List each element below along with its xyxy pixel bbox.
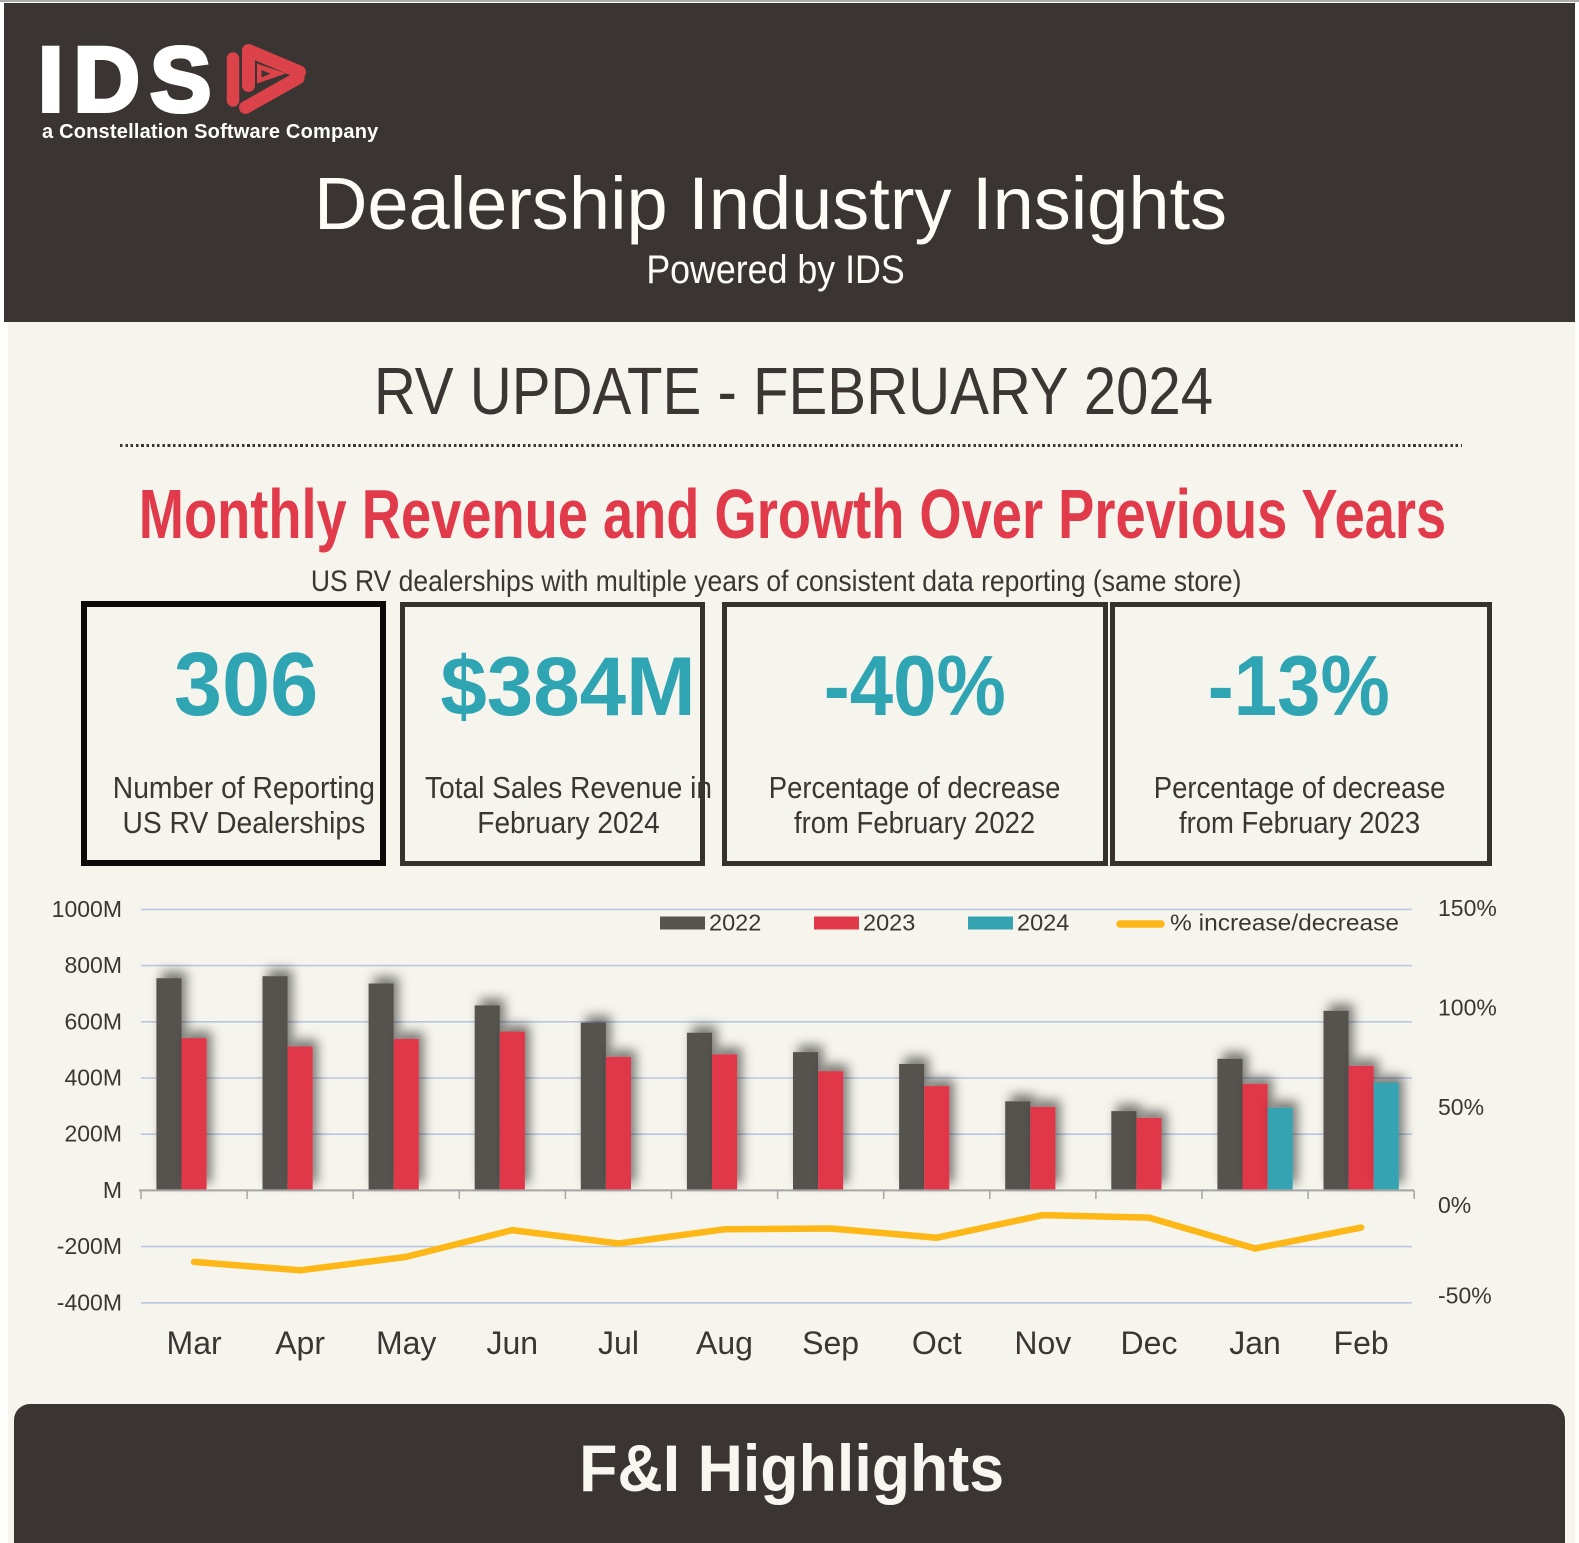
svg-text:600M: 600M <box>64 1008 122 1034</box>
svg-text:0%: 0% <box>1438 1192 1471 1218</box>
svg-text:% increase/decrease: % increase/decrease <box>1170 910 1399 936</box>
svg-text:Sep: Sep <box>802 1325 859 1361</box>
svg-text:-400M: -400M <box>57 1289 122 1315</box>
svg-text:Jan: Jan <box>1229 1325 1281 1361</box>
svg-text:2022: 2022 <box>709 910 761 936</box>
svg-text:Mar: Mar <box>167 1325 222 1361</box>
svg-text:Nov: Nov <box>1014 1325 1071 1361</box>
svg-text:400M: 400M <box>64 1065 122 1091</box>
svg-text:2024: 2024 <box>1017 910 1069 936</box>
svg-text:M: M <box>103 1177 122 1203</box>
svg-text:Apr: Apr <box>275 1325 325 1361</box>
svg-text:800M: 800M <box>64 952 122 978</box>
svg-text:150%: 150% <box>1438 895 1497 921</box>
svg-text:Dec: Dec <box>1121 1325 1178 1361</box>
svg-text:100%: 100% <box>1438 994 1497 1020</box>
svg-text:Aug: Aug <box>696 1325 753 1361</box>
svg-text:May: May <box>376 1325 436 1361</box>
svg-text:Jun: Jun <box>487 1325 539 1361</box>
svg-text:50%: 50% <box>1438 1094 1484 1120</box>
svg-text:Jul: Jul <box>598 1325 639 1361</box>
svg-text:1000M: 1000M <box>52 896 122 922</box>
svg-text:2023: 2023 <box>863 910 915 936</box>
svg-text:-50%: -50% <box>1438 1282 1492 1308</box>
svg-text:-200M: -200M <box>57 1233 122 1259</box>
svg-text:Feb: Feb <box>1334 1325 1389 1361</box>
svg-text:Oct: Oct <box>912 1325 962 1361</box>
svg-text:200M: 200M <box>64 1121 122 1147</box>
